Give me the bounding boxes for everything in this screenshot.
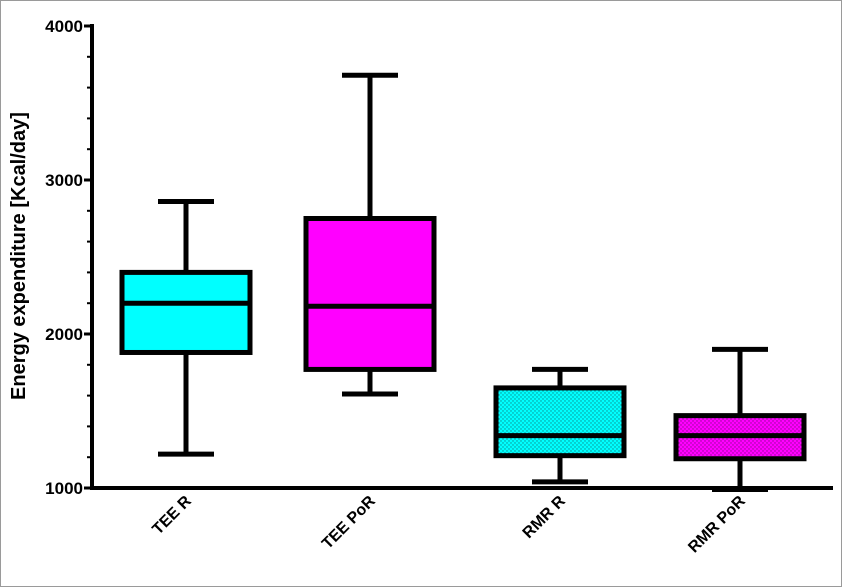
- box-tee-por: [303, 72, 437, 397]
- x-category-label: TEE R: [149, 492, 195, 538]
- y-tick-label: 2000: [45, 325, 83, 344]
- x-category-label: TEE PoR: [319, 492, 379, 552]
- box-rmr-r: [493, 366, 627, 485]
- x-axis-labels: TEE R TEE PoR RMR R RMR PoR: [149, 492, 749, 556]
- iqr-box: [303, 216, 437, 372]
- x-category-label: RMR R: [520, 492, 569, 541]
- box-group: [119, 72, 807, 493]
- y-tick-label: 4000: [45, 17, 83, 36]
- box-rmr-por: [673, 346, 807, 493]
- iqr-box: [119, 269, 253, 355]
- iqr-box: [493, 385, 627, 459]
- y-tick-label: 3000: [45, 171, 83, 190]
- y-tick-label: 1000: [45, 479, 83, 498]
- x-category-label: RMR PoR: [685, 492, 749, 556]
- y-axis-title: Energy expenditure [Kcal/day]: [8, 112, 30, 400]
- axes: 1000 2000 3000 4000: [45, 17, 833, 498]
- box-tee-r: [119, 199, 253, 457]
